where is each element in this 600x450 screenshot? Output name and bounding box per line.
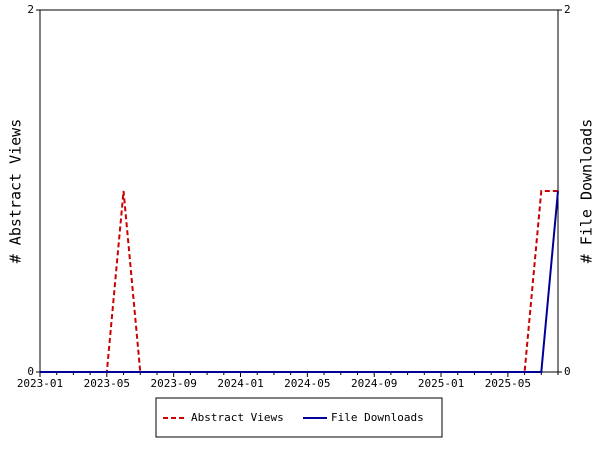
y2-tick-label: 0 — [564, 365, 571, 378]
legend-box — [155, 397, 443, 438]
y-tick-label: 2 — [27, 3, 34, 16]
x-tick-label: 2024-05 — [284, 377, 330, 390]
x-tick-label: 2023-01 — [17, 377, 63, 390]
legend-label: File Downloads — [331, 411, 424, 424]
x-tick-label: 2024-01 — [217, 377, 263, 390]
y-tick-label: 0 — [27, 365, 34, 378]
x-tick-label: 2025-01 — [418, 377, 464, 390]
plot-frame — [39, 9, 559, 373]
x-tick-label: 2023-05 — [84, 377, 130, 390]
series-line — [40, 190, 559, 373]
x-tick-label: 2025-05 — [485, 377, 531, 390]
y-axis-title: # Abstract Views — [7, 119, 25, 264]
y2-axis-title: # File Downloads — [578, 119, 596, 264]
x-tick-label: 2024-09 — [351, 377, 397, 390]
legend-label: Abstract Views — [191, 411, 284, 424]
series-line — [40, 190, 558, 373]
y2-tick-label: 2 — [564, 3, 571, 16]
x-tick-label: 2023-09 — [150, 377, 196, 390]
